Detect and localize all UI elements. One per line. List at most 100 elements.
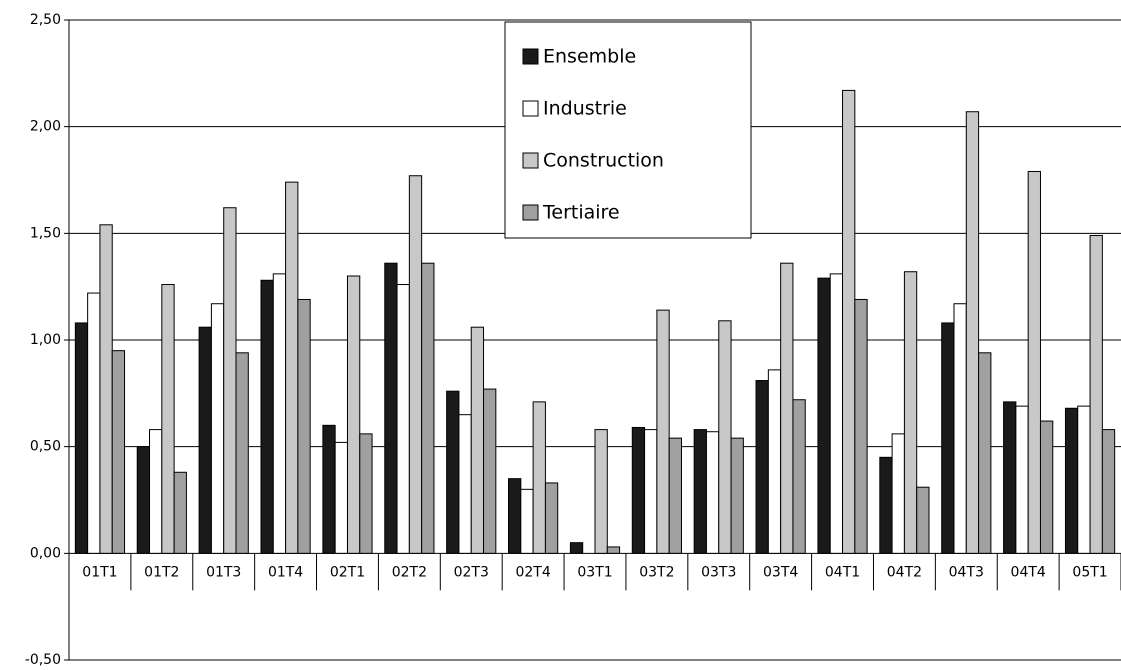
bar	[569, 542, 584, 554]
bar	[903, 271, 918, 554]
bar	[792, 399, 806, 554]
bar	[235, 352, 249, 554]
bar	[532, 401, 546, 554]
bar	[334, 441, 348, 554]
bar	[891, 433, 905, 554]
bar	[260, 279, 274, 554]
bar	[1015, 405, 1029, 554]
x-tick-label: 04T2	[887, 564, 922, 580]
x-tick-label: 04T3	[949, 564, 984, 580]
bar	[470, 326, 485, 554]
bar	[780, 262, 794, 554]
bar	[223, 207, 237, 554]
bar	[854, 298, 868, 554]
bar	[322, 424, 336, 554]
y-tick-label: 0,00	[30, 545, 61, 561]
bar	[297, 298, 311, 554]
bar	[718, 320, 732, 554]
x-tick-label: 01T3	[206, 564, 241, 580]
bar	[842, 89, 856, 554]
legend-label: Construction	[543, 150, 664, 172]
x-tick-label: 02T1	[330, 564, 365, 580]
bar	[594, 429, 608, 554]
bar	[458, 414, 472, 554]
legend-label: Industrie	[543, 98, 627, 120]
x-tick-label: 03T2	[639, 564, 674, 580]
bar	[631, 426, 646, 554]
x-tick-label: 04T4	[1011, 564, 1046, 580]
bar	[99, 224, 113, 554]
bar	[421, 262, 435, 554]
x-tick-label: 05T1	[1072, 564, 1107, 580]
y-tick-label: 1,00	[30, 332, 61, 348]
legend-box	[504, 21, 752, 239]
bar	[520, 488, 534, 554]
bar	[508, 478, 522, 554]
bar	[544, 482, 559, 554]
bar	[693, 429, 707, 554]
bar	[384, 262, 398, 554]
bar	[149, 429, 163, 554]
bar	[644, 429, 658, 554]
bar	[272, 273, 287, 554]
bar	[396, 284, 410, 554]
bar	[161, 284, 175, 554]
bar	[953, 303, 967, 554]
x-tick-label: 03T1	[577, 564, 612, 580]
y-tick-label: 2,00	[30, 119, 61, 135]
bar	[1077, 405, 1091, 554]
y-tick-label: 1,50	[30, 225, 61, 241]
bar	[705, 431, 720, 554]
x-tick-label: 01T4	[268, 564, 303, 580]
legend-swatch	[522, 152, 539, 169]
bar	[965, 111, 980, 554]
legend-label: Tertiaire	[542, 202, 620, 224]
legend-swatch	[522, 48, 539, 65]
bar	[1089, 234, 1103, 554]
bar	[446, 390, 460, 554]
bar	[1027, 170, 1041, 554]
bar	[730, 437, 744, 554]
bar	[767, 369, 782, 554]
bar	[1003, 401, 1017, 554]
bar	[198, 326, 212, 554]
bar	[656, 309, 670, 554]
bar	[879, 456, 893, 554]
bar	[817, 277, 831, 554]
bar	[136, 446, 151, 554]
bar	[111, 350, 126, 554]
y-tick-label: 0,50	[30, 439, 61, 455]
bar	[359, 433, 373, 554]
y-tick-label: 2,50	[30, 12, 61, 28]
x-tick-label: 02T3	[454, 564, 489, 580]
bar	[1101, 429, 1116, 554]
x-tick-label: 01T1	[82, 564, 117, 580]
bar	[916, 486, 930, 554]
legend-swatch	[522, 204, 539, 221]
legend-swatch	[522, 100, 539, 117]
bar	[87, 292, 101, 554]
bar	[74, 322, 89, 554]
bar	[1039, 420, 1054, 554]
x-tick-label: 01T2	[144, 564, 179, 580]
y-tick-label: -0,50	[25, 652, 61, 668]
x-tick-label: 04T1	[825, 564, 860, 580]
bar	[829, 273, 844, 554]
bar	[285, 181, 299, 554]
bar	[346, 275, 361, 554]
bar	[173, 471, 187, 554]
bar	[1064, 407, 1079, 554]
bar	[755, 380, 769, 554]
x-tick-label: 02T4	[515, 564, 550, 580]
bar	[978, 352, 992, 554]
bar	[483, 388, 497, 554]
x-tick-label: 02T2	[392, 564, 427, 580]
bar	[408, 175, 423, 554]
legend-label: Ensemble	[543, 46, 636, 68]
x-tick-label: 03T4	[763, 564, 798, 580]
bar	[606, 546, 621, 554]
bar	[668, 437, 682, 554]
x-tick-label: 03T3	[701, 564, 736, 580]
bar	[941, 322, 955, 554]
